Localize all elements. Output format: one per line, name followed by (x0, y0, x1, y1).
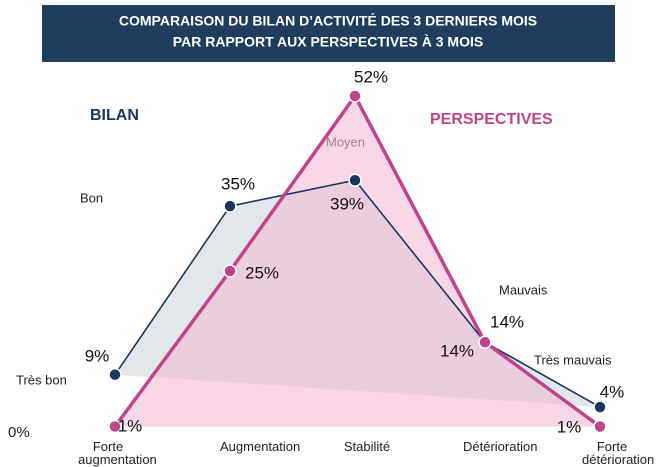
data-point (593, 419, 607, 434)
data-label: 35% (221, 174, 255, 193)
x-tick-label: Forte augmentation (78, 439, 157, 467)
data-point (223, 199, 237, 213)
y-tick-label: 0% (8, 424, 30, 441)
title-box (42, 5, 615, 62)
data-point (348, 89, 362, 103)
data-point (478, 335, 492, 350)
data-label: 25% (245, 263, 279, 282)
data-label: 1% (118, 416, 143, 435)
x-tick-label: Stabilité (343, 439, 391, 454)
data-label: 14% (490, 312, 524, 331)
chart-title: PAR RAPPORT AUX PERSPECTIVES À 3 MOIS (173, 34, 483, 50)
data-label: 9% (85, 346, 110, 365)
data-point (593, 400, 607, 414)
legend-label: PERSPECTIVES (430, 111, 553, 128)
data-point (108, 367, 122, 382)
data-label: 1% (557, 417, 582, 436)
data-label: 52% (354, 67, 388, 86)
x-tick-label: Forte détérioration (582, 439, 655, 467)
annotation: Très mauvais (534, 352, 612, 367)
series-area (115, 96, 600, 427)
data-label: 4% (600, 382, 625, 401)
legend-label: BILAN (90, 107, 139, 124)
annotation: Bon (80, 190, 103, 205)
data-point (348, 173, 362, 187)
data-point (223, 264, 237, 278)
x-tick-label: Détérioration (463, 439, 538, 454)
data-point (108, 419, 122, 434)
data-label: 39% (330, 194, 364, 213)
chart-title: COMPARAISON DU BILAN D’ACTIVITÉ DES 3 DE… (119, 13, 537, 29)
data-label: 14% (440, 341, 474, 360)
x-tick-label: Augmentation (220, 439, 301, 454)
annotation: Mauvais (499, 282, 548, 297)
annotation: Très bon (16, 372, 67, 387)
